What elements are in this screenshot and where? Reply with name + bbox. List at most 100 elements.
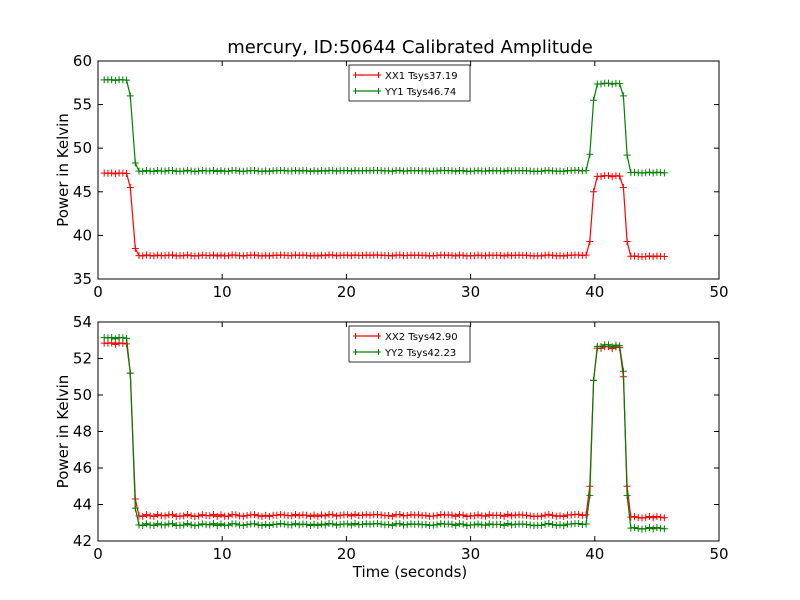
data-point — [604, 172, 612, 180]
data-point — [619, 367, 627, 375]
top-panel: 0 10 20 30 40 50 35 40 45 50 55 60 Power in Kelvin XX… — [54, 52, 729, 301]
data-point — [329, 520, 337, 528]
data-point — [604, 341, 612, 349]
data-point — [314, 521, 322, 529]
data-point — [150, 167, 158, 175]
data-point — [265, 167, 273, 175]
data-point — [623, 491, 631, 499]
data-point — [485, 520, 493, 528]
x-tick-label: 20 — [337, 545, 356, 563]
data-point — [541, 520, 549, 528]
data-point — [321, 167, 329, 175]
data-point — [455, 511, 463, 519]
x-tick-label: 40 — [585, 545, 604, 563]
data-point — [545, 510, 553, 518]
data-point — [590, 376, 598, 384]
data-point — [362, 520, 370, 528]
legend-box — [348, 325, 471, 363]
data-point — [243, 521, 251, 529]
data-point — [195, 521, 203, 529]
data-point — [210, 251, 218, 259]
data-point — [537, 512, 545, 520]
data-point — [180, 512, 188, 520]
x-tick-label: 10 — [213, 545, 232, 563]
data-point — [597, 343, 605, 351]
data-point — [631, 524, 639, 532]
data-point — [254, 512, 262, 520]
data-point — [232, 251, 240, 259]
data-point — [180, 252, 188, 260]
data-point — [396, 251, 404, 259]
data-point — [154, 166, 162, 174]
data-point — [351, 166, 359, 174]
data-point — [232, 520, 240, 528]
data-point — [288, 167, 296, 175]
x-tick-label: 10 — [213, 283, 232, 301]
data-point — [224, 521, 232, 529]
data-point — [642, 525, 650, 533]
data-point — [623, 151, 631, 159]
data-point — [243, 512, 251, 520]
legend: XX2 Tsys42.90 YY2 Tsys42.23 — [348, 325, 471, 363]
data-point — [119, 334, 127, 342]
data-point — [161, 167, 169, 175]
data-point — [213, 522, 221, 530]
data-point — [351, 251, 359, 259]
data-point — [180, 167, 188, 175]
data-point — [608, 173, 616, 181]
data-point — [526, 521, 534, 529]
x-tick-label: 50 — [709, 545, 728, 563]
data-point — [303, 511, 311, 519]
data-point — [660, 514, 668, 522]
data-point — [161, 252, 169, 260]
y-tick-label: 55 — [73, 96, 92, 114]
y-tick-label: 50 — [73, 386, 92, 404]
data-point — [314, 167, 322, 175]
data-point — [217, 520, 225, 528]
data-point — [496, 511, 504, 519]
data-point — [321, 521, 329, 529]
data-point — [485, 511, 493, 519]
data-point — [604, 79, 612, 87]
data-point — [150, 252, 158, 260]
data-point — [306, 522, 314, 530]
data-point — [351, 520, 359, 528]
data-point — [616, 342, 624, 350]
y-tick-label: 50 — [73, 139, 92, 157]
data-point — [482, 512, 490, 520]
data-point — [131, 244, 139, 252]
y-axis-label: Power in Kelvin — [54, 375, 72, 489]
data-point — [206, 167, 214, 175]
data-point — [217, 167, 225, 175]
data-point — [660, 253, 668, 261]
data-point — [582, 167, 590, 175]
data-point — [590, 188, 598, 196]
data-point — [590, 96, 598, 104]
data-point — [344, 520, 352, 528]
y-tick-label: 35 — [73, 270, 92, 288]
data-point — [347, 252, 355, 260]
data-point — [306, 252, 314, 260]
data-point — [344, 511, 352, 519]
x-tick-label: 20 — [337, 283, 356, 301]
data-point — [295, 521, 303, 529]
data-point — [582, 511, 590, 519]
data-point — [288, 512, 296, 520]
data-point — [448, 167, 456, 175]
data-point — [582, 520, 590, 528]
data-point — [329, 251, 337, 259]
legend-label: YY1 Tsys46.74 — [384, 87, 456, 98]
data-point — [195, 512, 203, 520]
data-point — [642, 253, 650, 261]
data-point — [139, 512, 147, 520]
data-point — [146, 512, 154, 520]
legend: XX1 Tsys37.19 YY1 Tsys46.74 — [348, 64, 471, 102]
data-point — [549, 521, 557, 529]
y-tick-label: 45 — [73, 183, 92, 201]
data-point — [239, 521, 247, 529]
data-point — [522, 520, 530, 528]
data-point — [545, 520, 553, 528]
data-point — [108, 76, 116, 84]
data-point — [318, 511, 326, 519]
data-point — [347, 521, 355, 529]
